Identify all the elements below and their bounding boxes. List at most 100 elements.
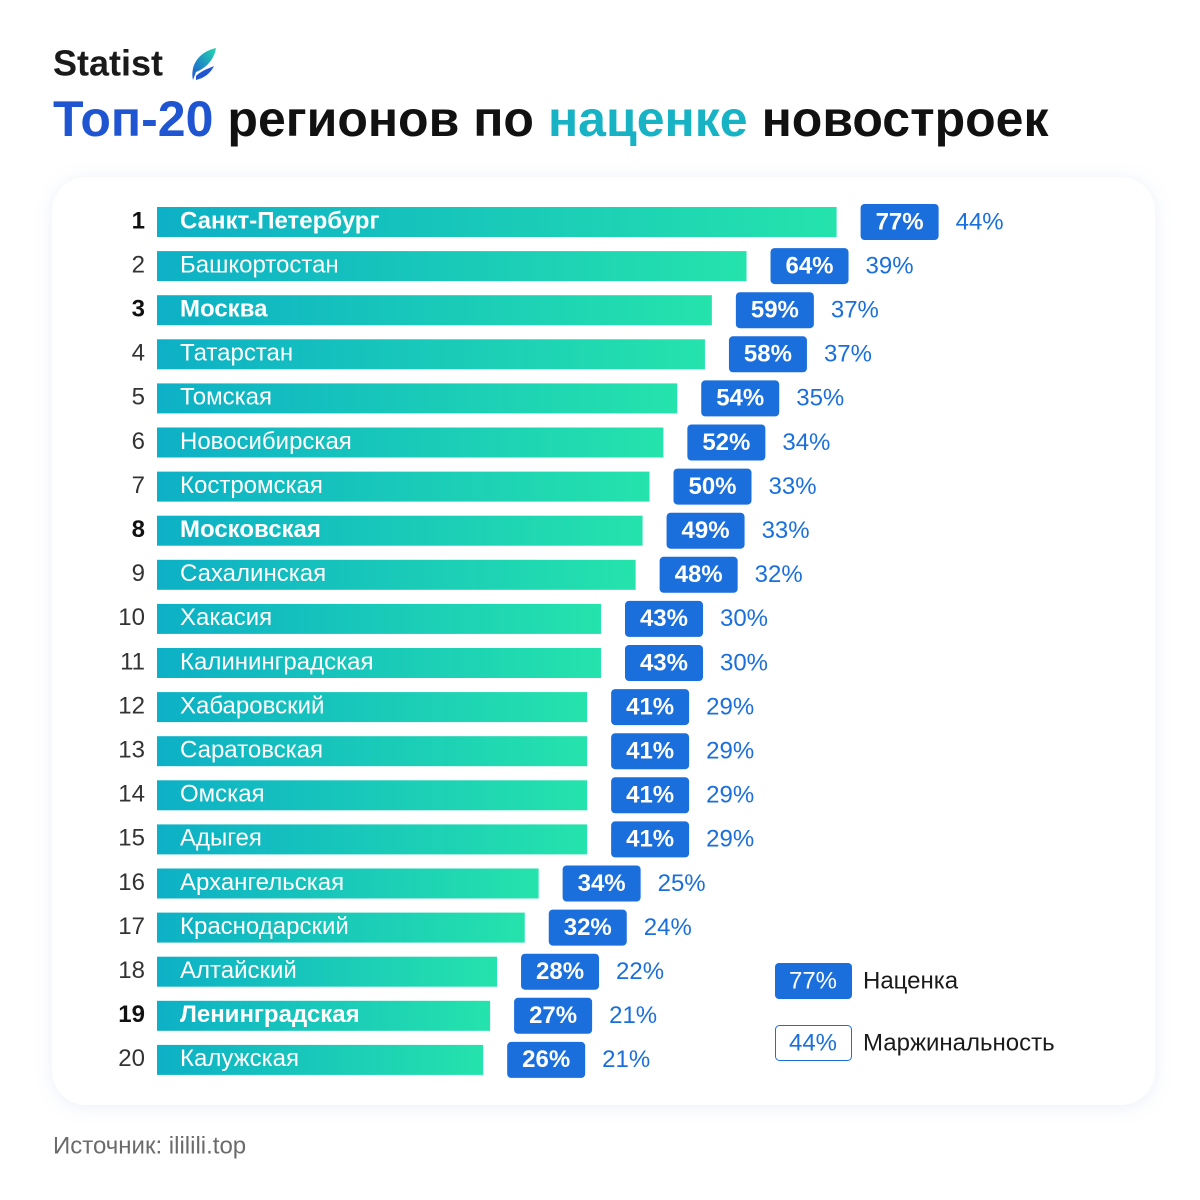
- title-part: регионов по: [227, 91, 534, 147]
- markup-box: [770, 248, 849, 285]
- legend-swatch: [775, 1025, 852, 1061]
- bar: [157, 692, 588, 723]
- rank: 3: [132, 296, 145, 323]
- markup-label: 64%: [785, 252, 833, 279]
- markup-label: 43%: [640, 649, 688, 676]
- markup-label: 52%: [702, 429, 750, 456]
- legend-label: Маржинальность: [863, 1029, 1055, 1056]
- rank: 20: [118, 1045, 145, 1072]
- markup-label: 41%: [626, 782, 674, 809]
- margin-label: 29%: [706, 826, 754, 853]
- brand: Statist: [53, 43, 163, 84]
- category-label: Башкортостан: [180, 251, 339, 278]
- margin-label: 33%: [762, 517, 810, 544]
- markup-label: 54%: [716, 385, 764, 412]
- margin-label: 37%: [824, 341, 872, 368]
- rank: 1: [132, 207, 145, 234]
- bar: [157, 471, 650, 502]
- category-label: Томская: [180, 384, 272, 411]
- title-part: Топ-20: [53, 91, 213, 147]
- markup-label: 27%: [529, 1002, 577, 1029]
- margin-label: 22%: [616, 958, 664, 985]
- margin-label: 29%: [706, 782, 754, 809]
- source: Источник: ililili.top: [53, 1132, 246, 1159]
- category-label: Архангельская: [180, 869, 344, 896]
- category-label: Сахалинская: [180, 560, 326, 587]
- bar: [157, 383, 678, 414]
- rank: 15: [118, 825, 145, 852]
- markup-label: 43%: [640, 605, 688, 632]
- markup-box: [701, 380, 780, 417]
- bar: [157, 1044, 484, 1075]
- markup-box: [735, 292, 814, 329]
- bar: [157, 824, 588, 855]
- bar: [157, 956, 498, 987]
- bar: [157, 207, 837, 237]
- markup-box: [624, 645, 703, 681]
- rank: 9: [132, 560, 145, 587]
- markup-box: [673, 468, 752, 505]
- markup-box: [507, 1041, 586, 1078]
- rank: 5: [132, 384, 145, 411]
- legend-swatch: [775, 963, 852, 999]
- markup-box: [611, 821, 690, 858]
- margin-label: 32%: [755, 561, 803, 588]
- margin-label: 24%: [644, 914, 692, 941]
- legend-sample: 77%: [789, 967, 837, 994]
- markup-label: 28%: [536, 958, 584, 985]
- bar: [157, 1000, 491, 1031]
- markup-label: 48%: [675, 561, 723, 588]
- category-label: Новосибирская: [180, 428, 352, 455]
- bar: [157, 868, 539, 899]
- markup-box: [548, 909, 627, 946]
- rank: 17: [118, 913, 145, 940]
- markup-box: [611, 777, 690, 814]
- rank: 7: [132, 472, 145, 499]
- title-part: новостроек: [762, 91, 1050, 147]
- category-label: Татарстан: [180, 340, 293, 367]
- category-label: Алтайский: [180, 957, 297, 984]
- margin-label: 35%: [796, 385, 844, 412]
- markup-label: 41%: [626, 826, 674, 853]
- markup-label: 77%: [876, 208, 924, 235]
- bar: [157, 603, 601, 634]
- category-label: Хабаровский: [180, 692, 324, 719]
- markup-label: 59%: [751, 297, 799, 324]
- category-label: Московская: [180, 516, 321, 543]
- margin-label: 34%: [782, 429, 830, 456]
- rank: 14: [118, 781, 145, 808]
- margin-label: 44%: [956, 208, 1004, 235]
- markup-label: 49%: [682, 517, 730, 544]
- markup-label: 41%: [626, 738, 674, 765]
- bar: [157, 339, 705, 370]
- margin-label: 30%: [720, 605, 768, 632]
- bar: [157, 559, 636, 590]
- rank: 11: [120, 648, 145, 675]
- category-label: Омская: [180, 781, 265, 808]
- markup-label: 58%: [744, 341, 792, 368]
- margin-label: 21%: [602, 1046, 650, 1073]
- legend-sample: 44%: [789, 1029, 837, 1056]
- category-label: Калужская: [180, 1045, 299, 1072]
- bar: [157, 295, 712, 326]
- margin-label: 21%: [609, 1002, 657, 1029]
- rank: 13: [118, 737, 145, 764]
- rank: 12: [118, 692, 145, 719]
- category-label: Адыгея: [180, 825, 262, 852]
- legend-label: Наценка: [863, 967, 959, 994]
- markup-box: [514, 997, 593, 1034]
- markup-box: [611, 733, 690, 770]
- title-part: наценке: [548, 91, 748, 147]
- markup-label: 41%: [626, 693, 674, 720]
- legend: 77% Наценка 44% Маржинальность: [775, 963, 1055, 1061]
- rank: 4: [132, 340, 145, 367]
- margin-label: 30%: [720, 649, 768, 676]
- bar: [157, 736, 588, 767]
- markup-box: [521, 953, 600, 990]
- markup-label: 34%: [578, 870, 626, 897]
- category-label: Ленинградская: [180, 1001, 360, 1028]
- markup-box: [860, 204, 939, 240]
- margin-label: 39%: [866, 252, 914, 279]
- category-label: Калининградская: [180, 648, 373, 675]
